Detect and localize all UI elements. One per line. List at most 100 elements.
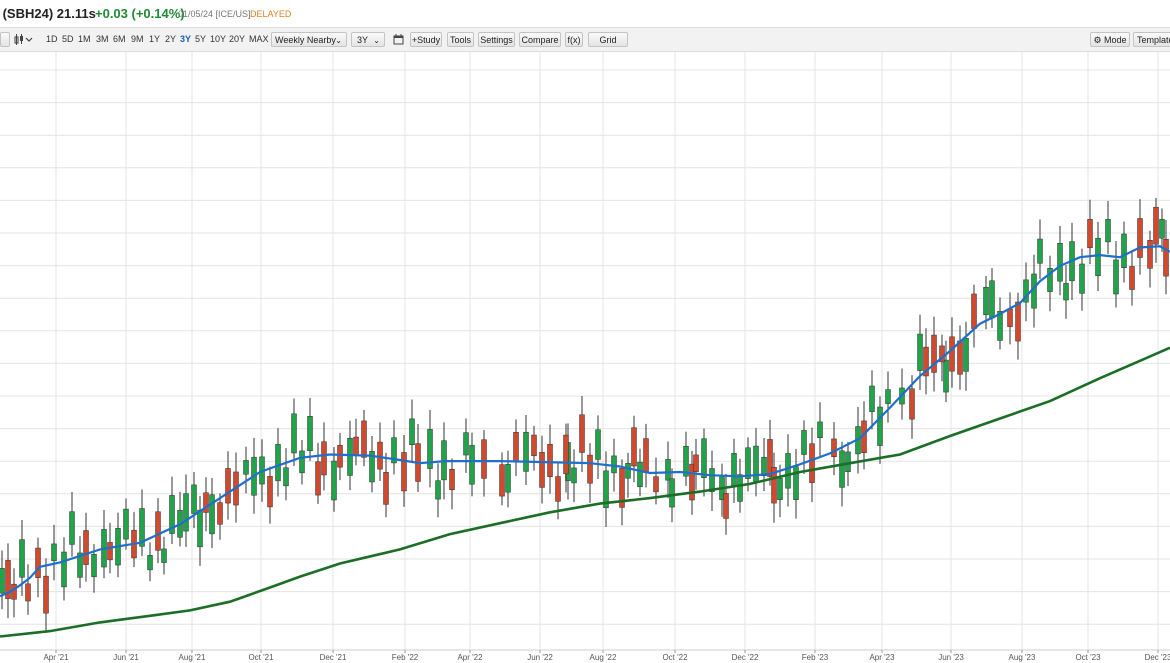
up-candle [191,472,197,529]
candle-body [43,575,49,614]
up-candle [1057,225,1063,296]
symbol-title: (SBH24) 21.11s [0,6,96,21]
up-candle [963,321,969,391]
candle-body [51,543,57,562]
candle-body [331,460,337,501]
candle-body [369,451,375,483]
up-candle [571,449,577,503]
candle-body [653,476,659,493]
candle-body [1147,240,1153,269]
period-20y[interactable]: 20Y [229,34,246,44]
down-candle [225,451,231,520]
down-candle [923,328,929,395]
period-5y[interactable]: 5Y [195,34,207,44]
up-candle [123,498,129,550]
function-button[interactable]: f(x) [565,32,583,47]
grid-button[interactable]: Grid [588,32,628,47]
range-value: 3Y [357,35,369,45]
candle-body [61,551,67,588]
calendar-icon[interactable] [393,32,405,47]
up-candle [243,446,249,494]
period-1m[interactable]: 1M [78,34,91,44]
down-candle [383,452,389,518]
period-1y[interactable]: 1Y [149,34,161,44]
up-candle [1095,221,1101,292]
period-5d[interactable]: 5D [62,34,74,44]
candle-body [745,447,751,479]
settings-button[interactable]: Settings [478,32,515,47]
candle-body [923,346,929,377]
down-candle [1129,252,1135,306]
up-candle [435,463,441,518]
candle-body [91,553,97,578]
compare-button[interactable]: Compare [519,32,561,47]
down-candle [809,427,815,503]
candle-body [603,470,609,509]
candle-body [539,452,545,488]
candle-body [321,441,327,476]
up-candle [169,476,175,545]
candle-body [1163,238,1169,277]
x-tick-label: Dec '22 [732,653,759,662]
candle-body [401,452,407,492]
period-2y[interactable]: 2Y [165,34,177,44]
candle-body [737,474,743,502]
up-candle [701,428,707,497]
candle-body [161,548,167,563]
candle-body [69,511,75,545]
chart-type-dropdown[interactable] [14,32,34,47]
x-tick-label: Oct '21 [248,653,274,662]
chart-grid [0,52,1170,651]
up-candle [299,440,305,485]
price-chart[interactable]: Apr '21 Jun '21 Aug '21 Oct '21 Dec '21 Feb '… [0,52,1170,663]
down-candle [949,317,955,388]
down-candle [1137,199,1143,275]
period-max[interactable]: MAX [249,34,269,44]
up-candle [369,436,375,493]
up-candle [0,550,5,610]
candle-body [809,443,815,483]
candle-body [315,461,321,496]
up-candle [753,428,759,497]
down-candle [449,458,455,510]
candle-body [191,484,197,514]
candle-body [1015,301,1021,342]
candle-body [267,476,273,508]
symbol-input[interactable] [0,32,10,47]
short-moving-average-line [0,245,1170,598]
period-9m[interactable]: 9M [131,34,144,44]
tools-button[interactable]: Tools [447,32,474,47]
up-candle [761,438,767,492]
add-study-button[interactable]: +Study [410,32,442,47]
up-candle [291,398,297,467]
up-candle [197,495,203,566]
candle-body [949,336,955,372]
up-candle [275,428,281,497]
down-candle [43,558,49,633]
candlestick-icon [14,34,33,45]
candle-body [885,389,891,404]
period-3m[interactable]: 3M [96,34,109,44]
period-3y[interactable]: 3Y [180,34,192,44]
aggregation-select[interactable]: Weekly Nearby ⌄ [271,32,347,47]
up-candle [839,441,845,507]
range-select[interactable]: 3Y ⌄ [351,32,385,47]
candle-body [983,287,989,316]
down-candle [1007,292,1013,345]
period-6m[interactable]: 6M [113,34,126,44]
candle-body [169,495,175,534]
up-candle [505,450,511,508]
period-10y[interactable]: 10Y [210,34,227,44]
template-button[interactable]: Template [1133,32,1170,47]
mode-button[interactable]: ⚙ Mode [1090,32,1130,47]
candle-body [217,502,223,525]
candle-body [1129,266,1135,290]
candle-body [1037,238,1043,264]
period-1d[interactable]: 1D [46,34,58,44]
up-candle [793,448,799,519]
up-candle [1023,262,1029,322]
candle-body [1063,283,1069,301]
up-candle [101,509,107,579]
up-candle [1121,221,1127,283]
down-candle [11,568,17,618]
